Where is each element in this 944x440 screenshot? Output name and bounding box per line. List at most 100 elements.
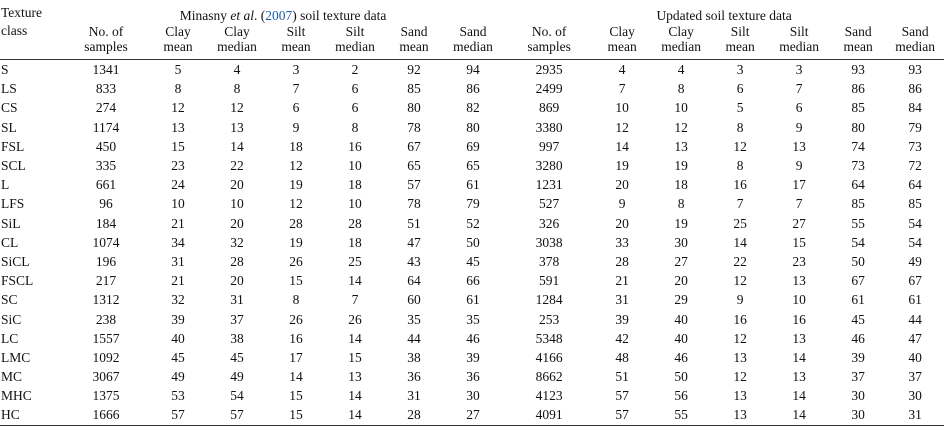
value-cell: 92 xyxy=(407,62,421,78)
value-cell: 30 xyxy=(908,388,922,404)
value-cell: 4166 xyxy=(535,349,563,365)
value-cell: 217 xyxy=(95,273,117,289)
value-cell: 14 xyxy=(792,388,806,404)
value-cell: 10 xyxy=(615,100,629,116)
texture-class-cell: MC xyxy=(1,369,23,385)
value-cell: 38 xyxy=(230,330,244,346)
value-cell: 85 xyxy=(851,100,865,116)
value-cell: 12 xyxy=(230,100,244,116)
column-header-line: Clay xyxy=(668,24,694,39)
value-cell: 16 xyxy=(792,311,806,327)
value-cell: 21 xyxy=(171,273,185,289)
value-cell: 42 xyxy=(615,330,629,346)
value-cell: 44 xyxy=(407,330,421,346)
value-cell: 29 xyxy=(674,292,688,308)
column-header-line: Silt xyxy=(286,24,306,39)
value-cell: 19 xyxy=(674,215,688,231)
column-header: Sand mean xyxy=(386,24,442,60)
value-cell: 10 xyxy=(348,158,362,174)
texture-class-header-line2: class xyxy=(1,23,28,38)
value-cell: 34 xyxy=(171,234,185,250)
value-cell: 21 xyxy=(171,215,185,231)
value-cell: 14 xyxy=(615,138,629,154)
value-cell: 78 xyxy=(407,119,421,135)
table-row: SiC 238 39 37 26 26 35 35 253 39 40 16 16 45 44 xyxy=(0,309,944,328)
column-header: No. of samples xyxy=(504,24,594,60)
value-cell: 16 xyxy=(348,138,362,154)
table-row: L 661 24 20 19 18 57 61 1231 20 18 16 17 64 64 xyxy=(0,175,944,194)
value-cell: 57 xyxy=(230,407,244,423)
value-cell: 67 xyxy=(407,138,421,154)
column-header-line: Sand xyxy=(901,24,929,39)
value-cell: 36 xyxy=(466,369,480,385)
table-row: LS 833 8 8 7 6 85 86 2499 7 8 6 7 86 86 xyxy=(0,79,944,98)
value-cell: 55 xyxy=(851,215,865,231)
value-cell: 39 xyxy=(615,311,629,327)
value-cell: 74 xyxy=(851,138,865,154)
value-cell: 45 xyxy=(171,349,185,365)
value-cell: 94 xyxy=(466,62,480,78)
value-cell: 69 xyxy=(466,138,480,154)
value-cell: 61 xyxy=(908,292,922,308)
value-cell: 10 xyxy=(171,196,185,212)
value-cell: 13 xyxy=(792,369,806,385)
value-cell: 1074 xyxy=(92,234,120,250)
table-body: S 1341 5 4 3 2 92 94 2935 4 4 3 3 93 93 LS 833 8 8 7 6 85 86 24… xyxy=(0,60,944,425)
value-cell: 13 xyxy=(792,138,806,154)
value-cell: 19 xyxy=(615,158,629,174)
value-cell: 61 xyxy=(466,292,480,308)
value-cell: 72 xyxy=(908,158,922,174)
value-cell: 24 xyxy=(171,177,185,193)
value-cell: 8 xyxy=(233,81,241,97)
column-header-line: median xyxy=(453,39,493,54)
value-cell: 6 xyxy=(351,100,359,116)
value-cell: 33 xyxy=(615,234,629,250)
value-cell: 50 xyxy=(674,369,688,385)
value-cell: 1341 xyxy=(92,62,120,78)
value-cell: 15 xyxy=(792,234,806,250)
value-cell: 450 xyxy=(95,138,117,154)
value-cell: 39 xyxy=(171,311,185,327)
value-cell: 86 xyxy=(908,81,922,97)
table-row: FSCL 217 21 20 15 14 64 66 591 21 20 12 13 67 67 xyxy=(0,271,944,290)
value-cell: 9 xyxy=(795,119,803,135)
column-header: Silt mean xyxy=(712,24,768,60)
column-header-line: mean xyxy=(843,39,873,54)
value-cell: 3067 xyxy=(92,369,120,385)
column-header: Silt mean xyxy=(268,24,324,60)
value-cell: 1312 xyxy=(92,292,120,308)
value-cell: 3 xyxy=(292,62,300,78)
value-cell: 40 xyxy=(674,330,688,346)
citation-link[interactable]: 2007 xyxy=(265,8,293,23)
value-cell: 37 xyxy=(908,369,922,385)
value-cell: 3 xyxy=(795,62,803,78)
value-cell: 64 xyxy=(851,177,865,193)
value-cell: 45 xyxy=(466,253,480,269)
value-cell: 15 xyxy=(289,273,303,289)
value-cell: 54 xyxy=(230,388,244,404)
value-cell: 13 xyxy=(348,369,362,385)
value-cell: 13 xyxy=(733,388,747,404)
column-header-line: Sand xyxy=(459,24,487,39)
group-updated-header: Updated soil texture data xyxy=(504,0,944,24)
value-cell: 38 xyxy=(407,349,421,365)
value-cell: 18 xyxy=(348,177,362,193)
value-cell: 13 xyxy=(674,138,688,154)
value-cell: 54 xyxy=(908,215,922,231)
value-cell: 27 xyxy=(466,407,480,423)
value-cell: 4091 xyxy=(535,407,563,423)
value-cell: 30 xyxy=(466,388,480,404)
column-header-line: median xyxy=(661,39,701,54)
value-cell: 184 xyxy=(95,215,117,231)
value-cell: 93 xyxy=(851,62,865,78)
value-cell: 1174 xyxy=(92,119,120,135)
table-row: LFS 96 10 10 12 10 78 79 527 9 8 7 7 85 85 xyxy=(0,194,944,213)
value-cell: 1557 xyxy=(92,330,120,346)
value-cell: 31 xyxy=(171,253,185,269)
value-cell: 61 xyxy=(466,177,480,193)
value-cell: 4 xyxy=(677,62,685,78)
column-header-line: Clay xyxy=(165,24,191,39)
column-header-line: Sand xyxy=(844,24,872,39)
texture-class-cell: LC xyxy=(1,330,19,346)
